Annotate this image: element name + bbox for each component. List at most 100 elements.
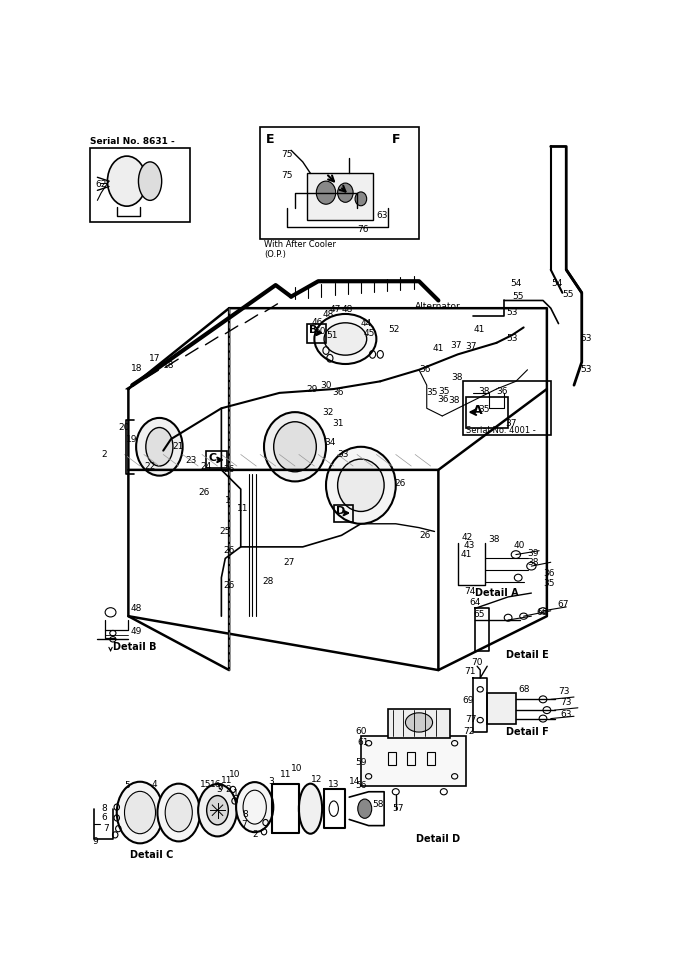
Text: C: C	[208, 453, 216, 463]
Text: 11: 11	[279, 770, 291, 779]
Ellipse shape	[405, 712, 433, 732]
Text: 75: 75	[281, 149, 292, 159]
Text: 26: 26	[224, 547, 235, 555]
Text: 39: 39	[528, 549, 539, 557]
Text: 17: 17	[150, 354, 161, 362]
Ellipse shape	[338, 183, 353, 202]
Text: 64: 64	[469, 598, 481, 606]
Text: 54: 54	[510, 279, 522, 288]
Text: Detail A: Detail A	[475, 588, 519, 598]
Text: 11: 11	[222, 776, 233, 786]
Ellipse shape	[198, 784, 237, 837]
Text: 18: 18	[163, 362, 175, 370]
Text: 52: 52	[388, 325, 399, 335]
Text: 36: 36	[497, 387, 508, 396]
Text: 26: 26	[394, 479, 405, 488]
Text: 28: 28	[263, 577, 274, 586]
Text: 26: 26	[224, 466, 235, 474]
Bar	[407, 753, 415, 764]
Text: 4: 4	[152, 780, 157, 789]
Text: Serial No. 8631 -: Serial No. 8631 -	[91, 138, 175, 147]
Text: 22: 22	[144, 462, 155, 470]
Text: 10: 10	[291, 764, 303, 773]
Text: 30: 30	[320, 381, 331, 389]
Text: 3: 3	[268, 777, 274, 787]
Text: 59: 59	[355, 758, 367, 767]
Text: 48: 48	[323, 309, 334, 319]
Bar	[466, 397, 508, 427]
Ellipse shape	[324, 323, 367, 355]
Text: Detail B: Detail B	[113, 642, 156, 652]
Text: 2: 2	[225, 785, 231, 794]
Text: 68: 68	[518, 684, 530, 694]
Text: 15: 15	[200, 780, 212, 789]
Text: 40: 40	[514, 541, 525, 549]
Text: 44: 44	[361, 319, 372, 328]
Text: 37: 37	[505, 419, 517, 428]
Text: 20: 20	[118, 423, 130, 432]
Text: 58: 58	[372, 800, 384, 810]
Text: 3: 3	[216, 785, 222, 794]
Text: 77: 77	[466, 715, 477, 724]
Text: 75: 75	[281, 172, 292, 180]
Text: 5: 5	[124, 781, 130, 790]
Ellipse shape	[206, 795, 228, 825]
Text: 21: 21	[173, 442, 184, 451]
Text: 32: 32	[322, 408, 333, 416]
Text: 25: 25	[219, 527, 230, 536]
Text: 74: 74	[464, 587, 475, 596]
Ellipse shape	[124, 791, 156, 834]
Text: 7: 7	[103, 824, 108, 833]
Text: 66: 66	[537, 608, 548, 617]
Text: Detail D: Detail D	[416, 835, 460, 844]
Ellipse shape	[139, 162, 162, 201]
Text: 9: 9	[92, 837, 97, 845]
Bar	[388, 753, 396, 764]
Text: 34: 34	[324, 439, 336, 447]
Text: 73: 73	[558, 687, 570, 696]
Ellipse shape	[299, 784, 322, 834]
Ellipse shape	[316, 181, 335, 204]
Text: 35: 35	[478, 405, 489, 415]
Text: B: B	[309, 325, 318, 335]
Text: 38: 38	[528, 558, 539, 567]
Text: 35: 35	[427, 388, 438, 397]
Bar	[427, 753, 434, 764]
Ellipse shape	[146, 427, 173, 466]
Text: 73: 73	[560, 698, 571, 707]
Text: 50: 50	[314, 327, 326, 335]
Text: 35: 35	[438, 387, 450, 396]
Ellipse shape	[136, 418, 182, 475]
Text: 38: 38	[488, 535, 500, 544]
Text: 11: 11	[237, 504, 248, 513]
Ellipse shape	[264, 413, 326, 481]
Text: 27: 27	[283, 558, 295, 567]
Bar	[307, 174, 372, 220]
Text: 41: 41	[460, 550, 471, 559]
Ellipse shape	[117, 782, 163, 844]
Text: 43: 43	[464, 541, 475, 549]
Text: 6: 6	[102, 814, 107, 822]
Text: 1: 1	[225, 496, 231, 505]
Ellipse shape	[314, 314, 377, 364]
Text: 49: 49	[131, 627, 142, 636]
Text: 53: 53	[580, 365, 592, 374]
Text: 38: 38	[451, 373, 463, 382]
Text: 29: 29	[307, 385, 318, 393]
Text: 56: 56	[355, 781, 367, 790]
Text: 26: 26	[419, 531, 430, 540]
Text: Alternator: Alternator	[415, 302, 461, 311]
Ellipse shape	[338, 459, 384, 512]
Text: 26: 26	[198, 489, 209, 497]
Bar	[260, 127, 419, 239]
Text: 14: 14	[349, 777, 361, 787]
Text: 55: 55	[563, 290, 574, 299]
Text: 38: 38	[449, 396, 460, 405]
Text: 36: 36	[419, 365, 431, 374]
Text: 36: 36	[543, 570, 554, 578]
Text: F: F	[392, 133, 401, 146]
Text: 76: 76	[357, 226, 368, 234]
Bar	[90, 148, 191, 222]
Text: 2: 2	[252, 830, 258, 840]
Text: 1: 1	[233, 789, 239, 798]
